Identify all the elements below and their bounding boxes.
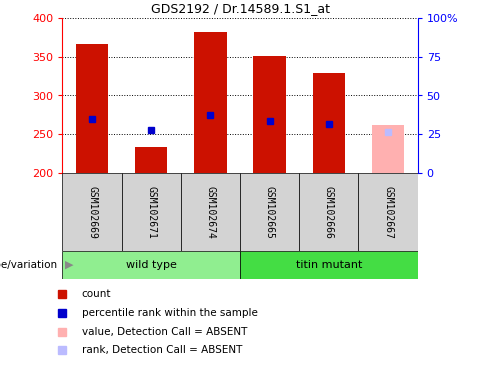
Text: count: count	[82, 289, 111, 299]
Text: ▶: ▶	[65, 260, 73, 270]
Bar	[299, 173, 359, 251]
Title: GDS2192 / Dr.14589.1.S1_at: GDS2192 / Dr.14589.1.S1_at	[151, 2, 329, 15]
Bar	[240, 173, 299, 251]
Bar	[372, 125, 404, 173]
Text: GSM102674: GSM102674	[205, 185, 216, 238]
Bar	[62, 173, 121, 251]
Text: titin mutant: titin mutant	[296, 260, 362, 270]
Bar	[194, 32, 227, 173]
Bar	[253, 56, 286, 173]
Text: value, Detection Call = ABSENT: value, Detection Call = ABSENT	[82, 327, 247, 337]
Bar	[135, 147, 168, 173]
Text: GSM102667: GSM102667	[383, 185, 393, 238]
Text: GSM102665: GSM102665	[264, 185, 275, 238]
Text: percentile rank within the sample: percentile rank within the sample	[82, 308, 257, 318]
Text: genotype/variation: genotype/variation	[0, 260, 58, 270]
Text: GSM102666: GSM102666	[324, 185, 334, 238]
Bar	[121, 173, 181, 251]
Text: wild type: wild type	[126, 260, 177, 270]
Bar	[359, 173, 418, 251]
Bar	[62, 251, 240, 279]
Bar	[240, 251, 418, 279]
Bar	[312, 73, 345, 173]
Text: rank, Detection Call = ABSENT: rank, Detection Call = ABSENT	[82, 345, 242, 356]
Bar	[76, 43, 108, 173]
Text: GSM102671: GSM102671	[146, 185, 156, 238]
Bar	[181, 173, 240, 251]
Text: GSM102669: GSM102669	[87, 185, 97, 238]
